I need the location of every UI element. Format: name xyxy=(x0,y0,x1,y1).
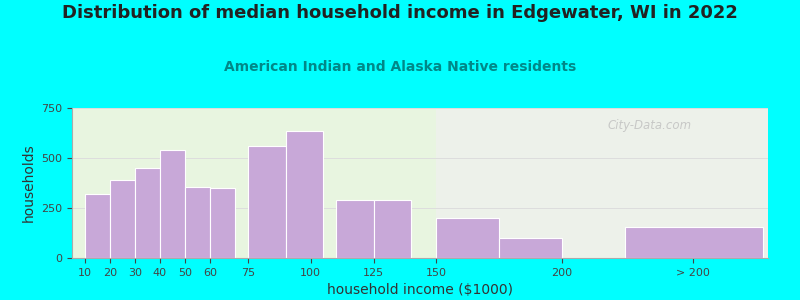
Bar xyxy=(210,188,235,258)
Text: Distribution of median household income in Edgewater, WI in 2022: Distribution of median household income … xyxy=(62,4,738,22)
Bar xyxy=(436,218,499,258)
Bar xyxy=(85,194,110,258)
Bar xyxy=(248,146,286,258)
Text: City-Data.com: City-Data.com xyxy=(608,118,692,131)
Bar xyxy=(374,200,411,258)
Bar xyxy=(286,131,323,258)
Bar xyxy=(160,150,185,258)
Y-axis label: households: households xyxy=(22,144,35,222)
Bar xyxy=(135,168,160,258)
Bar xyxy=(110,180,135,258)
Bar xyxy=(625,227,763,258)
Bar xyxy=(436,108,768,258)
Bar xyxy=(185,187,210,258)
Bar xyxy=(499,238,562,258)
X-axis label: household income ($1000): household income ($1000) xyxy=(327,283,513,297)
Text: American Indian and Alaska Native residents: American Indian and Alaska Native reside… xyxy=(224,60,576,74)
Bar xyxy=(336,200,374,258)
